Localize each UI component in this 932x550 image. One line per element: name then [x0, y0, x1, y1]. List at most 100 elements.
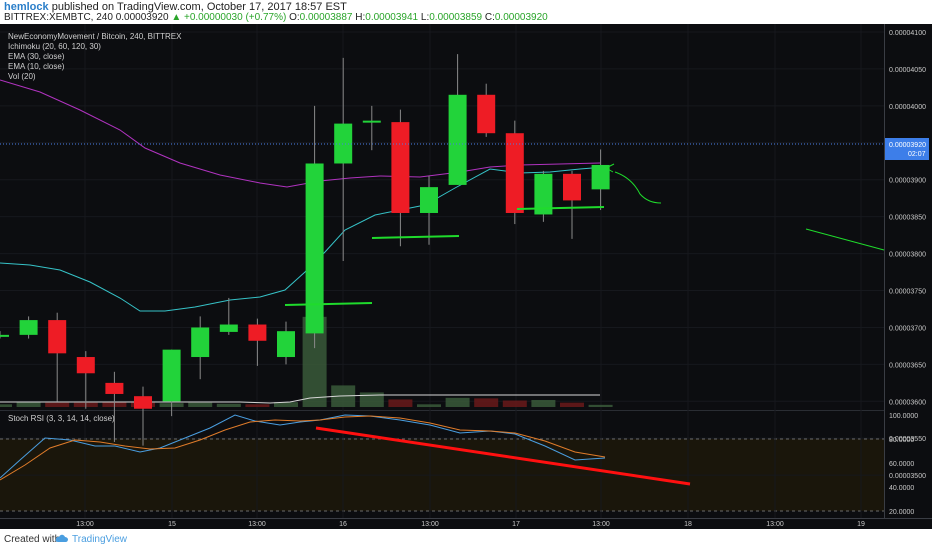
price-tick-label: 0.00004100	[889, 30, 926, 37]
support-line-3[interactable]	[516, 206, 605, 210]
candle-body	[563, 173, 581, 201]
candle-body	[219, 324, 238, 332]
time-to-close-label: 02:07	[908, 151, 926, 158]
price-chart-svg[interactable]: 0.000041000.000040500.000040000.00003950…	[0, 24, 932, 529]
price-tick-label: 0.00004000	[889, 104, 926, 111]
candle-body	[19, 320, 38, 335]
rsi-axis[interactable]: 100.0000 80.0000 60.0000 40.0000 20.0000	[889, 413, 918, 516]
close-value: 0.00003920	[494, 12, 548, 23]
price-tick-label: 0.00003900	[889, 178, 926, 185]
candle-body	[48, 320, 67, 354]
chart-legend: NewEconomyMovement / Bitcoin, 240, BITTR…	[8, 32, 181, 82]
volume-bar	[0, 404, 12, 407]
candle-body	[248, 324, 267, 341]
time-tick-label: 13:00	[248, 521, 266, 528]
projection-curve[interactable]	[614, 171, 662, 204]
candle-body	[105, 382, 124, 394]
time-tick-label: 13:00	[421, 521, 439, 528]
support-line-1[interactable]	[284, 302, 373, 306]
volume-bar	[531, 399, 556, 407]
support-line-2[interactable]	[371, 235, 460, 239]
volume-bar	[474, 398, 499, 407]
close-label: C:	[484, 12, 495, 23]
publication-header: hemlock published on TradingView.com, Oc…	[0, 0, 932, 24]
time-tick-label: 13:00	[76, 521, 94, 528]
publisher-line: hemlock published on TradingView.com, Oc…	[4, 1, 347, 13]
arrow-icon[interactable]	[605, 163, 615, 173]
user-drawings[interactable]	[284, 163, 885, 486]
rsi-tick-label: 40.0000	[889, 485, 914, 492]
rsi-tick-label: 100.0000	[889, 413, 918, 420]
candle-body	[0, 334, 9, 337]
rsi-tick-label: 60.0000	[889, 461, 914, 468]
price-tick-label: 0.00004050	[889, 67, 926, 74]
volume-bar	[388, 399, 413, 407]
candles	[0, 54, 610, 446]
grid	[0, 24, 884, 518]
rsi-divergence-line[interactable]	[315, 426, 691, 486]
price-tick-label: 0.00003700	[889, 325, 926, 332]
volume-bar	[502, 400, 527, 407]
candle-body	[305, 163, 324, 334]
last-price: 0.00003920	[115, 12, 169, 23]
chart-area[interactable]: 0.000041000.000040500.000040000.00003950…	[0, 24, 932, 529]
candle-body	[477, 94, 496, 134]
time-tick-label: 17	[512, 521, 520, 528]
candle-body	[334, 123, 353, 164]
ema30-line	[0, 79, 601, 188]
symbol-quote-line: BITTREX:XEMBTC, 240 0.00003920 ▲ +0.0000…	[4, 12, 548, 23]
volume-bar	[216, 403, 241, 407]
candle-body	[534, 173, 553, 215]
candle-body	[277, 331, 295, 358]
stoch-rsi-d-line	[0, 415, 606, 481]
time-tick-label: 19	[857, 521, 865, 528]
volume-bar	[417, 404, 441, 407]
candle-body	[76, 357, 95, 374]
volume-bar	[560, 402, 584, 407]
open-label: O:	[289, 12, 300, 23]
candle-body	[505, 133, 524, 213]
last-price-tag: 0.00003920 02:07	[0, 138, 929, 160]
author-link[interactable]: hemlock	[4, 1, 49, 13]
volume-bar	[188, 402, 213, 407]
rsi-tick-label: 20.0000	[889, 509, 914, 516]
legend-ema10[interactable]: EMA (10, close)	[8, 62, 65, 71]
candle-body	[162, 349, 181, 402]
stoch-rsi	[0, 414, 606, 481]
price-change: ▲ +0.00000030 (+0.77%)	[171, 12, 287, 23]
candle-body	[362, 120, 381, 123]
footer: Created with TradingView	[0, 529, 932, 550]
candle-body	[420, 187, 438, 213]
candle-body	[448, 94, 467, 185]
price-tick-label: 0.00003550	[889, 436, 926, 443]
high-label: H:	[355, 12, 366, 23]
low-label: L:	[420, 12, 430, 23]
price-tick-label: 0.00003750	[889, 289, 926, 296]
low-value: 0.00003859	[429, 12, 483, 23]
time-tick-label: 18	[684, 521, 692, 528]
time-tick-label: 13:00	[592, 521, 610, 528]
volume-bar	[16, 401, 41, 407]
tradingview-cloud-icon[interactable]	[55, 533, 69, 543]
legend-vol[interactable]: Vol (20)	[8, 72, 36, 81]
ema10-line	[0, 166, 606, 312]
time-axis[interactable]: 13:00 15 13:00 16 13:00 17 13:00 18 13:00 19	[76, 521, 865, 528]
legend-ichimoku[interactable]: Ichimoku (20, 60, 120, 30)	[8, 42, 101, 51]
rsi-tick-label: 80.0000	[889, 437, 914, 444]
volume-bar	[588, 404, 613, 407]
candle-body	[191, 327, 210, 358]
candle-body	[591, 164, 610, 190]
time-tick-label: 16	[339, 521, 347, 528]
volume-bar	[359, 392, 384, 407]
price-tick-label: 0.00003850	[889, 215, 926, 222]
created-with-text: Created with	[4, 534, 61, 545]
last-price-box	[885, 138, 929, 160]
candle-body	[391, 122, 410, 213]
tradingview-brand[interactable]: TradingView	[72, 534, 128, 545]
stoch-rsi-label[interactable]: Stoch RSI (3, 3, 14, 14, close)	[8, 414, 115, 423]
price-tick-label: 0.00003800	[889, 252, 926, 259]
candle-body	[134, 396, 152, 409]
legend-ema30[interactable]: EMA (30, close)	[8, 52, 65, 61]
projection-line[interactable]	[805, 228, 885, 251]
volume-bar	[445, 397, 470, 407]
